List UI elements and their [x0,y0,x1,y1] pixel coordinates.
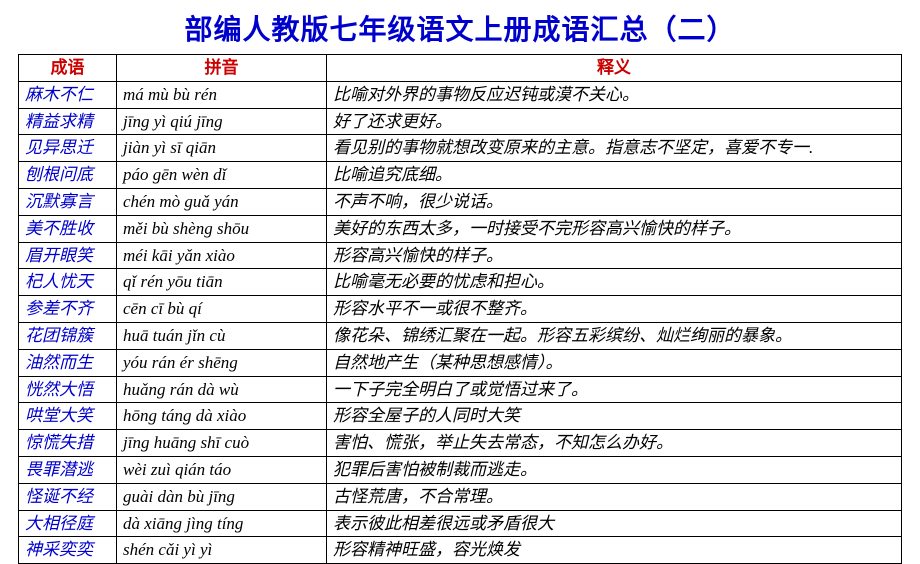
cell-idiom: 哄堂大笑 [19,403,117,430]
cell-meaning: 自然地产生（某种思想感情）。 [327,349,902,376]
cell-meaning: 比喻对外界的事物反应迟钝或漠不关心。 [327,81,902,108]
cell-meaning: 像花朵、锦绣汇聚在一起。形容五彩缤纷、灿烂绚丽的暴象。 [327,322,902,349]
page-container: 部编人教版七年级语文上册成语汇总（二） 成语 拼音 释义 麻木不仁má mù b… [0,0,920,564]
cell-idiom: 参差不齐 [19,296,117,323]
cell-idiom: 大相径庭 [19,510,117,537]
cell-meaning: 比喻追究底细。 [327,162,902,189]
cell-pinyin: qǐ rén yōu tiān [117,269,327,296]
header-meaning: 释义 [327,55,902,82]
cell-pinyin: guài dàn bù jīng [117,483,327,510]
table-row: 惊慌失措jīng huāng shī cuò害怕、慌张，举止失去常态，不知怎么办… [19,430,902,457]
table-row: 油然而生yóu rán ér shēng自然地产生（某种思想感情）。 [19,349,902,376]
table-row: 大相径庭dà xiāng jìng tíng表示彼此相差很远或矛盾很大 [19,510,902,537]
cell-idiom: 花团锦簇 [19,322,117,349]
cell-meaning: 看见别的事物就想改变原来的主意。指意志不坚定，喜爱不专一. [327,135,902,162]
cell-pinyin: jīng yì qiú jīng [117,108,327,135]
cell-idiom: 恍然大悟 [19,376,117,403]
header-pinyin: 拼音 [117,55,327,82]
table-header-row: 成语 拼音 释义 [19,55,902,82]
cell-pinyin: shén cǎi yì yì [117,537,327,564]
table-row: 麻木不仁má mù bù rén比喻对外界的事物反应迟钝或漠不关心。 [19,81,902,108]
cell-meaning: 比喻毫无必要的忧虑和担心。 [327,269,902,296]
cell-idiom: 惊慌失措 [19,430,117,457]
table-row: 恍然大悟huǎng rán dà wù一下子完全明白了或觉悟过来了。 [19,376,902,403]
cell-meaning: 一下子完全明白了或觉悟过来了。 [327,376,902,403]
cell-idiom: 美不胜收 [19,215,117,242]
cell-meaning: 古怪荒唐，不合常理。 [327,483,902,510]
cell-idiom: 神采奕奕 [19,537,117,564]
table-row: 花团锦簇huā tuán jǐn cù像花朵、锦绣汇聚在一起。形容五彩缤纷、灿烂… [19,322,902,349]
table-row: 哄堂大笑hōng táng dà xiào形容全屋子的人同时大笑 [19,403,902,430]
cell-meaning: 形容水平不一或很不整齐。 [327,296,902,323]
cell-meaning: 形容精神旺盛，容光焕发 [327,537,902,564]
cell-idiom: 眉开眼笑 [19,242,117,269]
cell-pinyin: má mù bù rén [117,81,327,108]
cell-idiom: 沉默寡言 [19,188,117,215]
cell-pinyin: cēn cī bù qí [117,296,327,323]
page-title: 部编人教版七年级语文上册成语汇总（二） [18,8,902,54]
cell-idiom: 刨根问底 [19,162,117,189]
table-row: 刨根问底páo gēn wèn dǐ比喻追究底细。 [19,162,902,189]
cell-meaning: 犯罪后害怕被制裁而逃走。 [327,456,902,483]
cell-idiom: 精益求精 [19,108,117,135]
table-row: 精益求精jīng yì qiú jīng好了还求更好。 [19,108,902,135]
cell-meaning: 好了还求更好。 [327,108,902,135]
cell-meaning: 不声不响，很少说话。 [327,188,902,215]
cell-pinyin: huā tuán jǐn cù [117,322,327,349]
table-row: 怪诞不经guài dàn bù jīng古怪荒唐，不合常理。 [19,483,902,510]
cell-pinyin: méi kāi yǎn xiào [117,242,327,269]
table-row: 美不胜收měi bù shèng shōu美好的东西太多，一时接受不完形容高兴愉… [19,215,902,242]
table-row: 参差不齐cēn cī bù qí形容水平不一或很不整齐。 [19,296,902,323]
cell-pinyin: páo gēn wèn dǐ [117,162,327,189]
cell-pinyin: wèi zuì qián táo [117,456,327,483]
cell-idiom: 杞人忧天 [19,269,117,296]
cell-meaning: 美好的东西太多，一时接受不完形容高兴愉快的样子。 [327,215,902,242]
table-row: 见异思迁jiàn yì sī qiān看见别的事物就想改变原来的主意。指意志不坚… [19,135,902,162]
table-row: 杞人忧天qǐ rén yōu tiān比喻毫无必要的忧虑和担心。 [19,269,902,296]
cell-meaning: 形容全屋子的人同时大笑 [327,403,902,430]
idiom-table: 成语 拼音 释义 麻木不仁má mù bù rén比喻对外界的事物反应迟钝或漠不… [18,54,902,564]
cell-idiom: 见异思迁 [19,135,117,162]
cell-meaning: 表示彼此相差很远或矛盾很大 [327,510,902,537]
table-row: 沉默寡言chén mò guǎ yán不声不响，很少说话。 [19,188,902,215]
cell-idiom: 畏罪潜逃 [19,456,117,483]
cell-pinyin: chén mò guǎ yán [117,188,327,215]
cell-pinyin: jīng huāng shī cuò [117,430,327,457]
cell-pinyin: hōng táng dà xiào [117,403,327,430]
cell-meaning: 形容高兴愉快的样子。 [327,242,902,269]
cell-pinyin: jiàn yì sī qiān [117,135,327,162]
cell-pinyin: yóu rán ér shēng [117,349,327,376]
cell-pinyin: huǎng rán dà wù [117,376,327,403]
cell-pinyin: dà xiāng jìng tíng [117,510,327,537]
cell-meaning: 害怕、慌张，举止失去常态，不知怎么办好。 [327,430,902,457]
table-row: 眉开眼笑méi kāi yǎn xiào形容高兴愉快的样子。 [19,242,902,269]
cell-idiom: 麻木不仁 [19,81,117,108]
cell-idiom: 怪诞不经 [19,483,117,510]
header-idiom: 成语 [19,55,117,82]
table-row: 神采奕奕shén cǎi yì yì形容精神旺盛，容光焕发 [19,537,902,564]
cell-idiom: 油然而生 [19,349,117,376]
cell-pinyin: měi bù shèng shōu [117,215,327,242]
table-row: 畏罪潜逃wèi zuì qián táo犯罪后害怕被制裁而逃走。 [19,456,902,483]
